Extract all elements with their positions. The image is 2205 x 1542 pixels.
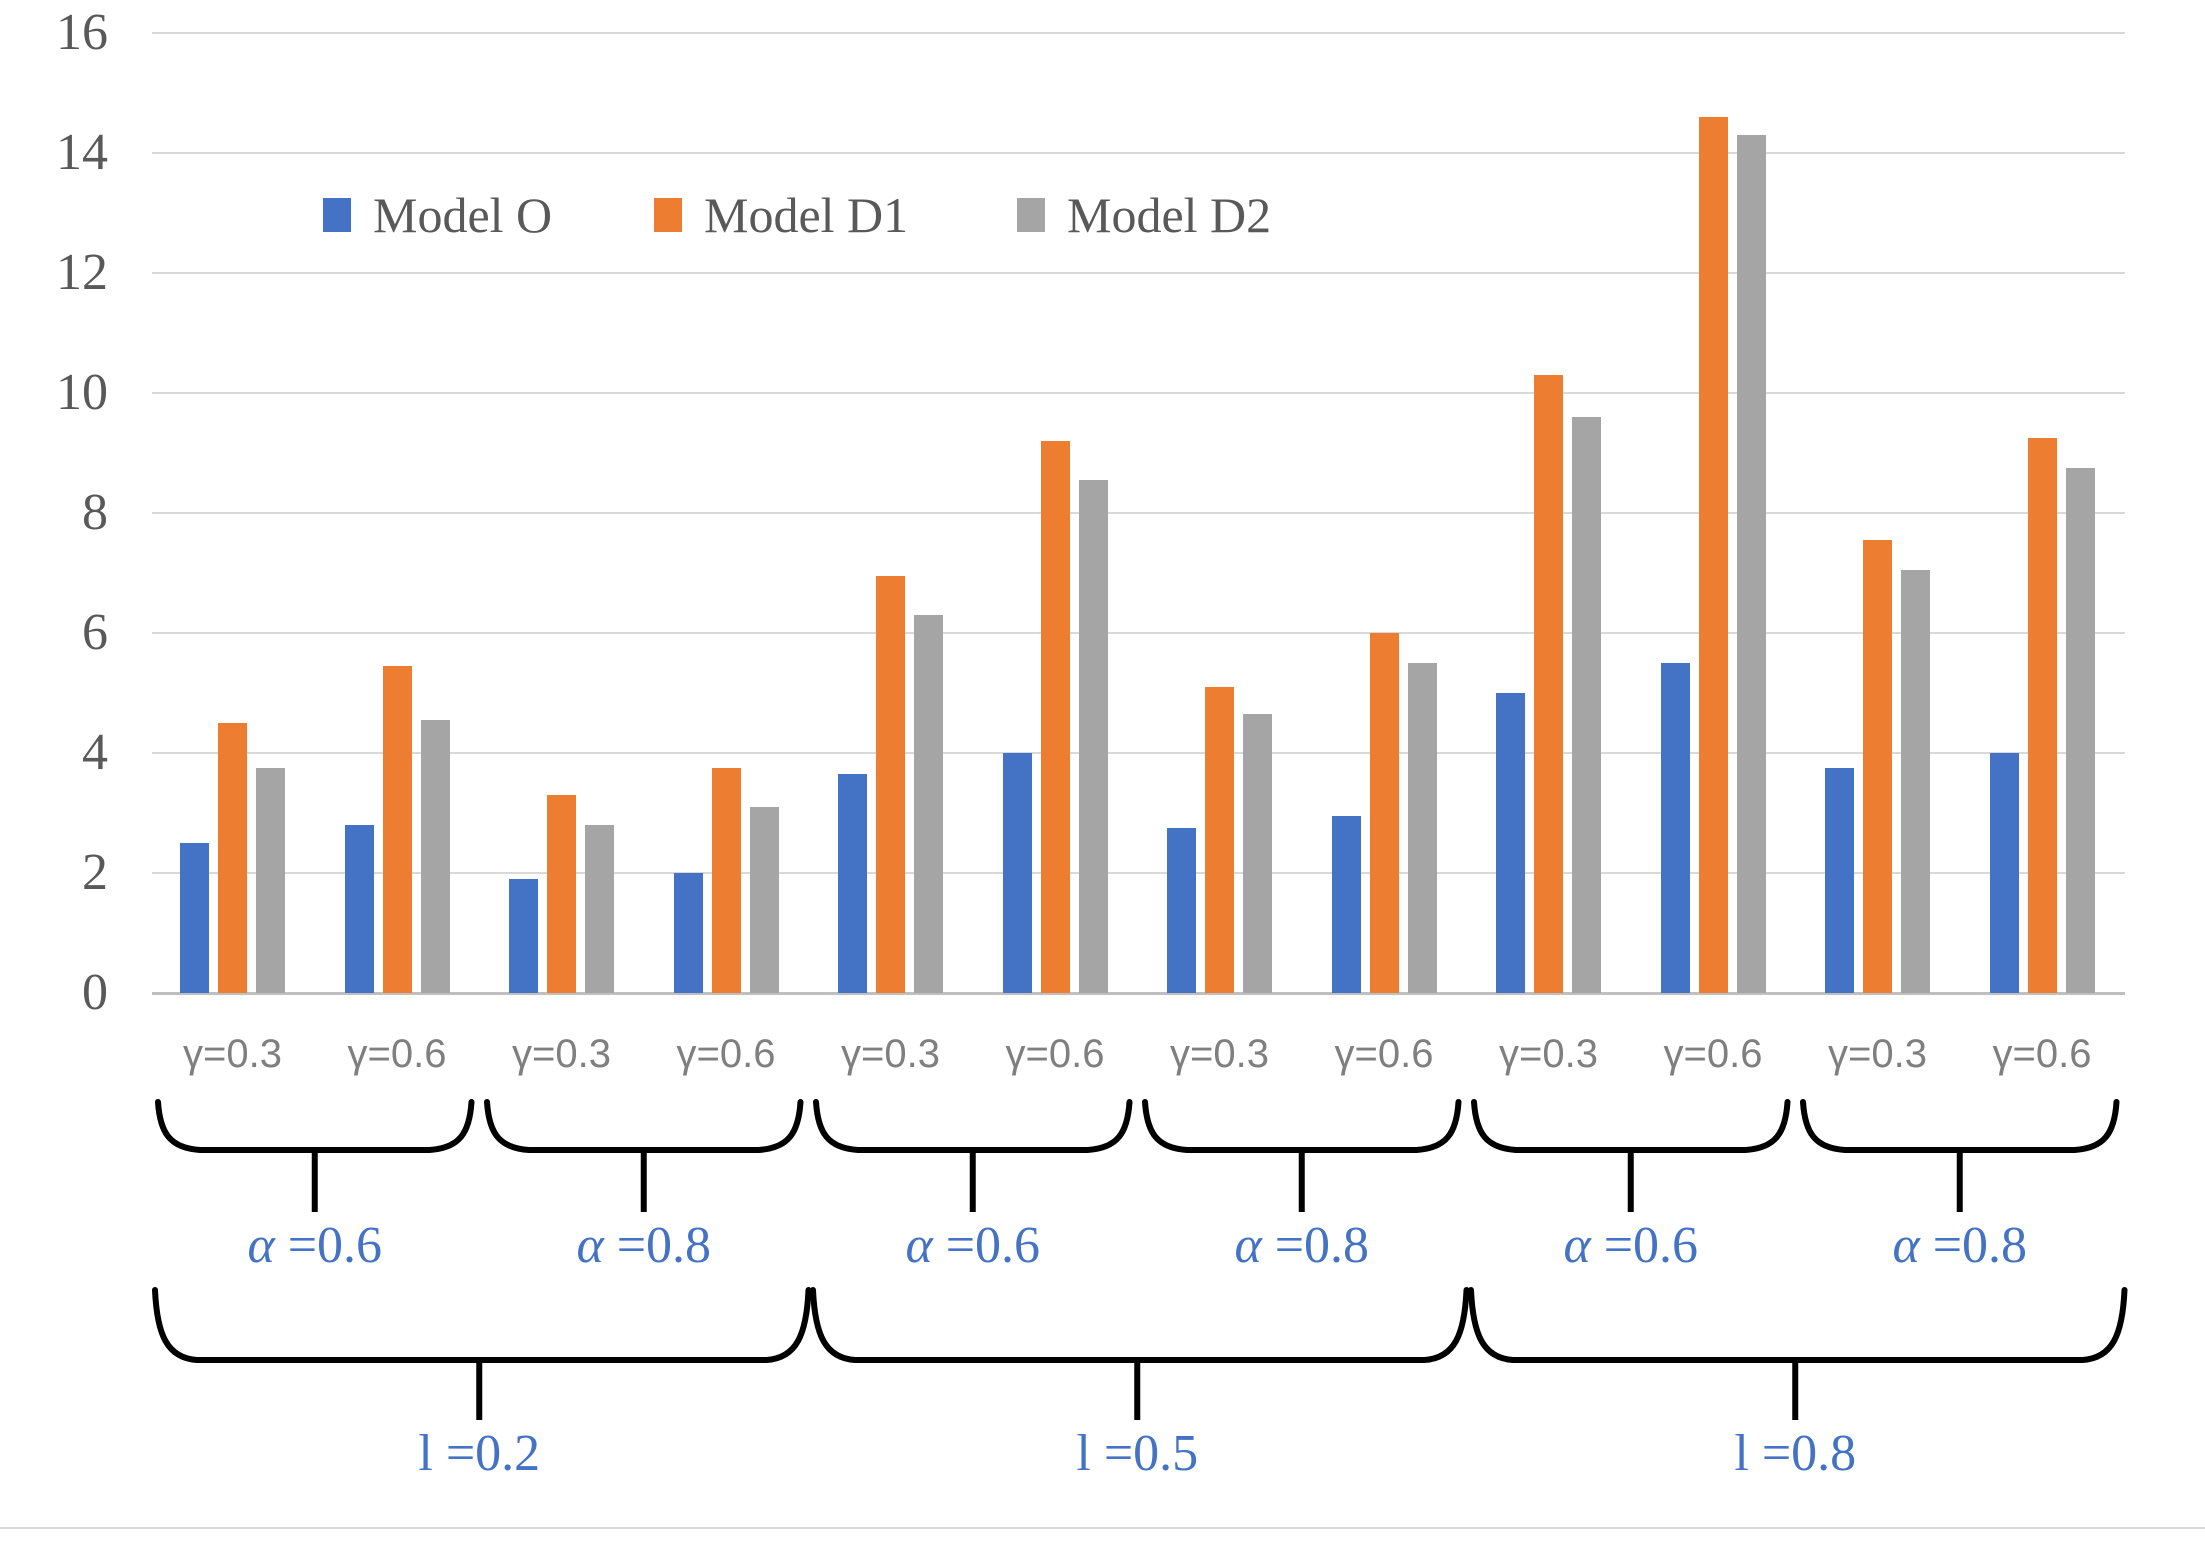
alpha-section-label-3: α =0.6 <box>905 1217 1041 1274</box>
lambda-brace-3 <box>1468 1287 2128 1363</box>
x-category-label: γ=0.3 <box>1828 1032 1927 1076</box>
bar-model-o-group-1 <box>180 843 209 993</box>
lambda-section-label-3: l =0.8 <box>1734 1425 1857 1482</box>
x-category-label: γ=0.3 <box>1170 1032 1269 1076</box>
alpha-brace-1 <box>155 1099 475 1153</box>
x-category-label: γ=0.3 <box>1499 1032 1598 1076</box>
bar-model-d2-group-3 <box>585 825 614 993</box>
alpha-section-label-5: α =0.6 <box>1563 1217 1699 1274</box>
bar-model-d2-group-6 <box>1078 480 1108 993</box>
y-tick-label: 4 <box>82 724 108 781</box>
gridline-8 <box>152 512 2125 514</box>
lambda-brace-2 <box>810 1287 1470 1363</box>
bar-model-d2-group-4 <box>749 807 779 993</box>
legend-item-model-d2: Model D2 <box>1017 186 1271 244</box>
legend-swatch-icon <box>323 198 351 232</box>
bar-model-o-group-2 <box>344 825 374 993</box>
alpha-brace-4 <box>1142 1099 1462 1153</box>
alpha-brace-3 <box>813 1099 1133 1153</box>
alpha-section-label-1: α =0.6 <box>247 1217 383 1274</box>
y-tick-label: 8 <box>82 484 108 541</box>
x-category-label: γ=0.6 <box>676 1032 776 1076</box>
alpha-section-label-6: α =0.8 <box>1892 1217 2028 1274</box>
gridline-16 <box>152 32 2125 34</box>
bottom-divider-line <box>0 1527 2205 1529</box>
bar-model-d2-group-10 <box>1736 135 1766 993</box>
alpha-brace-5 <box>1471 1099 1791 1153</box>
y-tick-label: 12 <box>56 244 108 301</box>
x-category-label: γ=0.3 <box>183 1032 282 1076</box>
legend-label: Model O <box>373 187 553 243</box>
y-tick-label: 0 <box>82 964 108 1021</box>
bar-model-d2-group-1 <box>256 768 285 993</box>
y-tick-label: 2 <box>82 844 108 901</box>
legend-label: Model D1 <box>704 187 909 243</box>
bar-model-d2-group-9 <box>1572 417 1601 993</box>
gridline-10 <box>152 392 2125 394</box>
y-tick-label: 14 <box>56 124 108 181</box>
bar-model-d1-group-3 <box>547 795 576 993</box>
legend-item-model-o: Model O <box>323 186 552 244</box>
bar-model-d1-group-10 <box>1698 117 1728 993</box>
x-category-label: γ=0.6 <box>1005 1032 1105 1076</box>
lambda-section-label-1: l =0.2 <box>418 1425 541 1482</box>
bar-model-d2-group-2 <box>420 720 450 993</box>
bar-model-d1-group-5 <box>876 576 905 993</box>
lambda-section-label-2: l =0.5 <box>1076 1425 1199 1482</box>
legend-label: Model D2 <box>1067 187 1272 243</box>
bar-model-o-group-6 <box>1002 753 1032 993</box>
bar-model-o-group-5 <box>838 774 867 993</box>
bar-model-o-group-4 <box>673 873 703 993</box>
x-axis-line <box>152 992 2125 995</box>
y-tick-label: 6 <box>82 604 108 661</box>
bar-model-d1-group-6 <box>1040 441 1070 993</box>
bar-model-d1-group-8 <box>1369 633 1399 993</box>
bar-model-d2-group-11 <box>1901 570 1930 993</box>
alpha-section-label-2: α =0.8 <box>576 1217 712 1274</box>
bar-model-d1-group-11 <box>1863 540 1892 993</box>
gridline-4 <box>152 752 2125 754</box>
bar-model-o-group-10 <box>1660 663 1690 993</box>
y-tick-label: 10 <box>56 364 108 421</box>
x-category-label: γ=0.3 <box>512 1032 611 1076</box>
bar-model-d2-group-7 <box>1243 714 1272 993</box>
gridline-2 <box>152 872 2125 874</box>
bar-model-d1-group-12 <box>2027 438 2057 993</box>
bar-model-d2-group-5 <box>914 615 943 993</box>
bar-model-o-group-8 <box>1331 816 1361 993</box>
alpha-section-label-4: α =0.8 <box>1234 1217 1370 1274</box>
bar-model-o-group-12 <box>1989 753 2019 993</box>
y-tick-label: 16 <box>56 4 108 61</box>
bar-model-d1-group-7 <box>1205 687 1234 993</box>
legend-swatch-icon <box>654 198 682 232</box>
x-category-label: γ=0.3 <box>841 1032 940 1076</box>
bar-model-o-group-9 <box>1496 693 1525 993</box>
bar-model-d1-group-4 <box>711 768 741 993</box>
x-category-label: γ=0.6 <box>1992 1032 2092 1076</box>
legend-swatch-icon <box>1017 198 1045 232</box>
x-category-label: γ=0.6 <box>1663 1032 1763 1076</box>
gridline-12 <box>152 272 2125 274</box>
x-category-label: γ=0.6 <box>1334 1032 1434 1076</box>
bar-model-d1-group-1 <box>218 723 247 993</box>
gridline-14 <box>152 152 2125 154</box>
bar-model-d2-group-8 <box>1407 663 1437 993</box>
bar-model-d2-group-12 <box>2065 468 2095 993</box>
legend-item-model-d1: Model D1 <box>654 186 908 244</box>
lambda-brace-1 <box>152 1287 812 1363</box>
bar-model-d1-group-9 <box>1534 375 1563 993</box>
bar-model-o-group-11 <box>1825 768 1854 993</box>
alpha-brace-6 <box>1800 1099 2120 1153</box>
bar-model-d1-group-2 <box>382 666 412 993</box>
bar-model-o-group-7 <box>1167 828 1196 993</box>
alpha-brace-2 <box>484 1099 804 1153</box>
x-category-label: γ=0.6 <box>347 1032 447 1076</box>
gridline-6 <box>152 632 2125 634</box>
bar-model-o-group-3 <box>509 879 538 993</box>
